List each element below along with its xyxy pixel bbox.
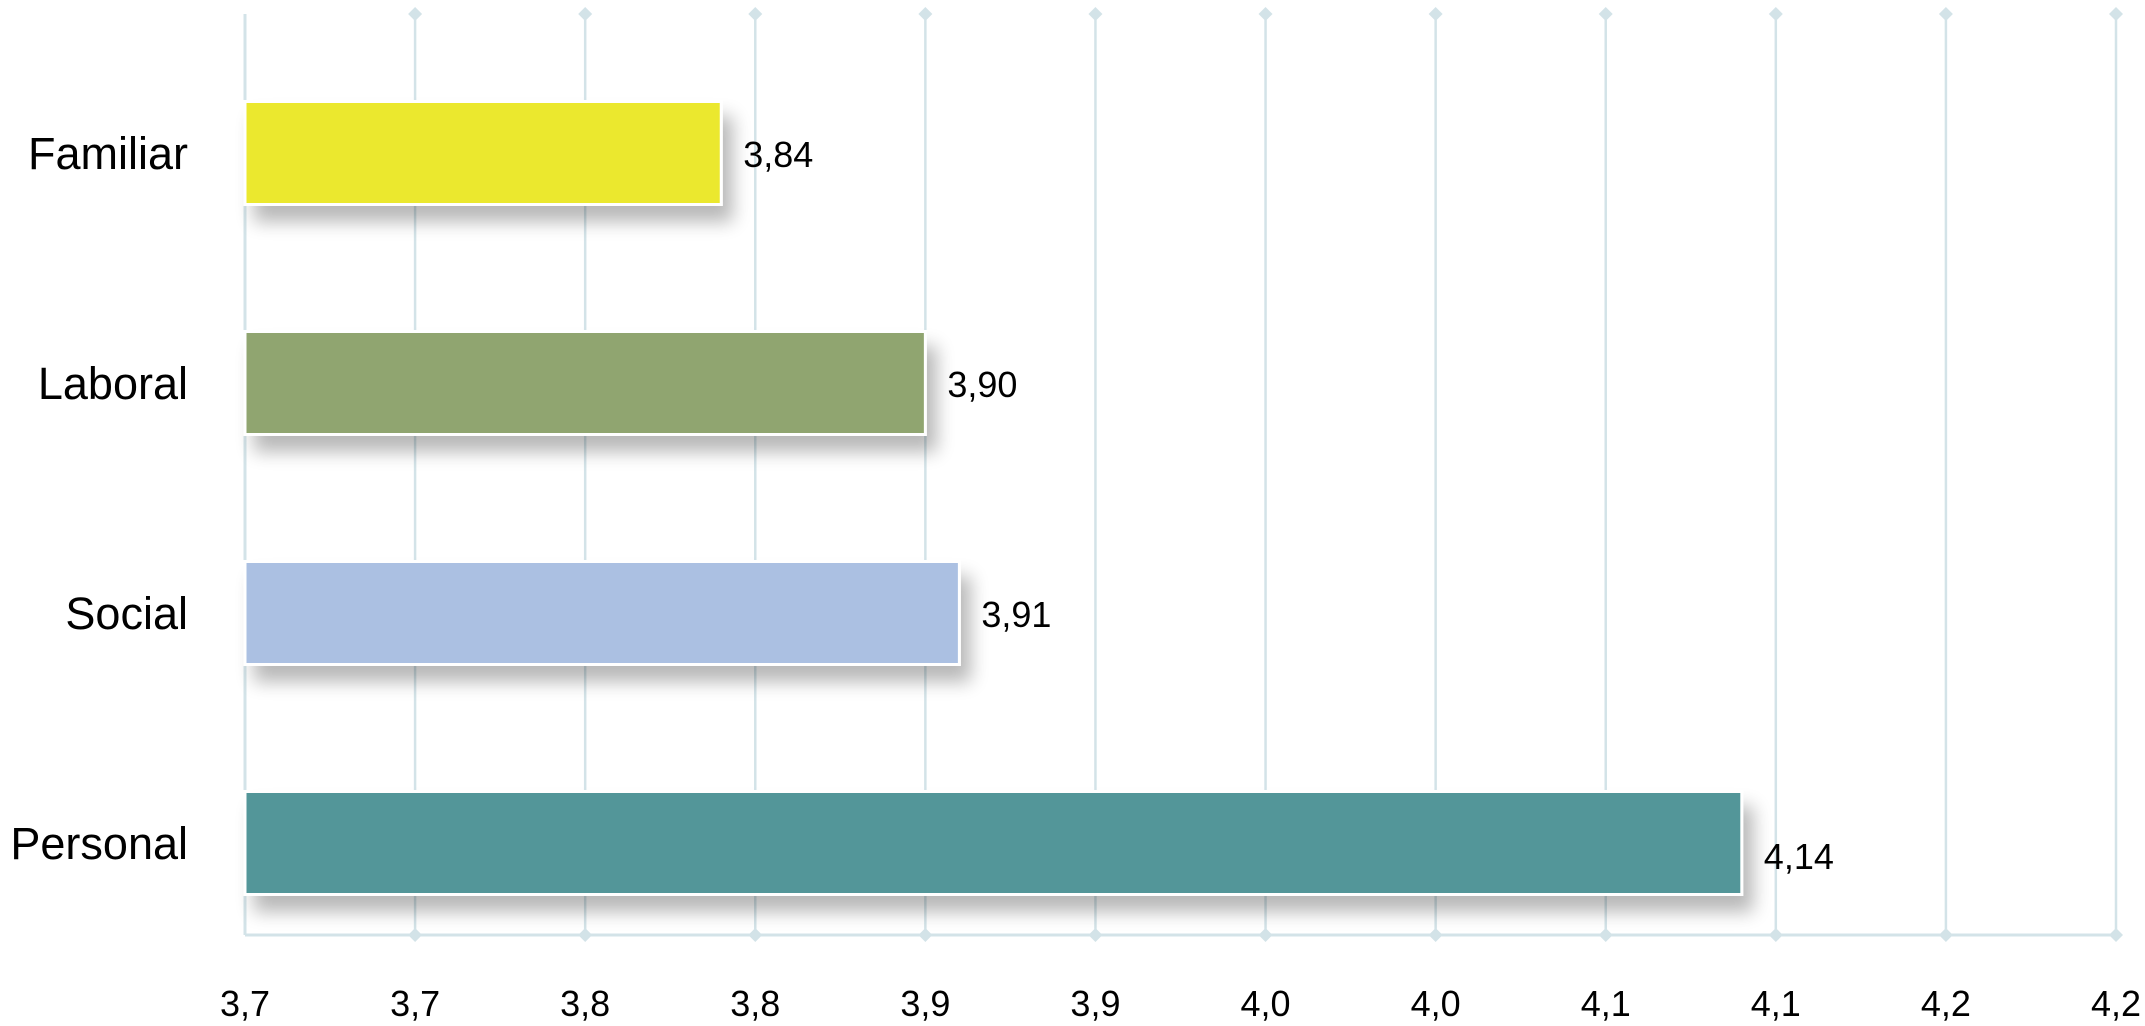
value-label: 3,91 (981, 594, 1051, 635)
grid-diamond-marker (1768, 7, 1783, 21)
x-tick-label: 4,1 (1751, 983, 1801, 1024)
gridlines (408, 7, 2123, 942)
category-label: Laboral (38, 358, 188, 409)
x-tick-label: 3,9 (900, 983, 950, 1024)
bar-laboral (243, 330, 927, 436)
x-tick-label: 3,9 (1070, 983, 1120, 1024)
x-tick-label: 3,8 (730, 983, 780, 1024)
grid-diamond-marker (1428, 7, 1443, 21)
x-tick-label: 3,7 (390, 983, 440, 1024)
value-label: 4,14 (1764, 836, 1834, 877)
category-label: Familiar (28, 128, 188, 179)
grid-diamond-marker (2109, 7, 2123, 21)
bar-personal (243, 790, 1744, 896)
x-tick-label: 3,8 (560, 983, 610, 1024)
x-tick-label: 4,0 (1241, 983, 1291, 1024)
category-label: Social (65, 588, 188, 639)
grid-diamond-marker (1258, 7, 1273, 21)
bar-social (243, 560, 961, 666)
bar-familiar (243, 100, 723, 206)
grid-diamond-marker (1088, 7, 1103, 21)
grid-diamond-marker (408, 7, 423, 21)
grid-diamond-marker (578, 7, 593, 21)
x-tick-label: 4,1 (1581, 983, 1631, 1024)
grid-diamond-marker (1598, 7, 1613, 21)
x-tick-label: 4,0 (1411, 983, 1461, 1024)
x-tick-label: 4,2 (2091, 983, 2141, 1024)
value-label: 3,90 (947, 364, 1017, 405)
grid-diamond-marker (918, 7, 933, 21)
x-tick-label: 4,2 (1921, 983, 1971, 1024)
x-tick-label: 3,7 (220, 983, 270, 1024)
value-label: 3,84 (743, 134, 813, 175)
grid-diamond-marker (1938, 7, 1953, 21)
bars (243, 100, 1744, 896)
category-label: Personal (10, 818, 188, 869)
grid-diamond-marker (748, 7, 763, 21)
labels: 3,7 3,7 3,8 3,8 3,9 3,9 4,0 4,0 4,1 4,1 4,2 4,2 Fami… (10, 128, 2141, 1024)
